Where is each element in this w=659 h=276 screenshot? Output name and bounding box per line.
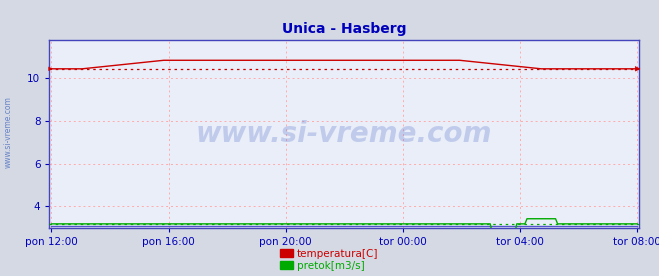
Legend: temperatura[C], pretok[m3/s]: temperatura[C], pretok[m3/s] bbox=[281, 249, 378, 271]
Text: www.si-vreme.com: www.si-vreme.com bbox=[196, 120, 492, 148]
Text: www.si-vreme.com: www.si-vreme.com bbox=[3, 97, 13, 168]
Title: Unica - Hasberg: Unica - Hasberg bbox=[282, 22, 407, 36]
